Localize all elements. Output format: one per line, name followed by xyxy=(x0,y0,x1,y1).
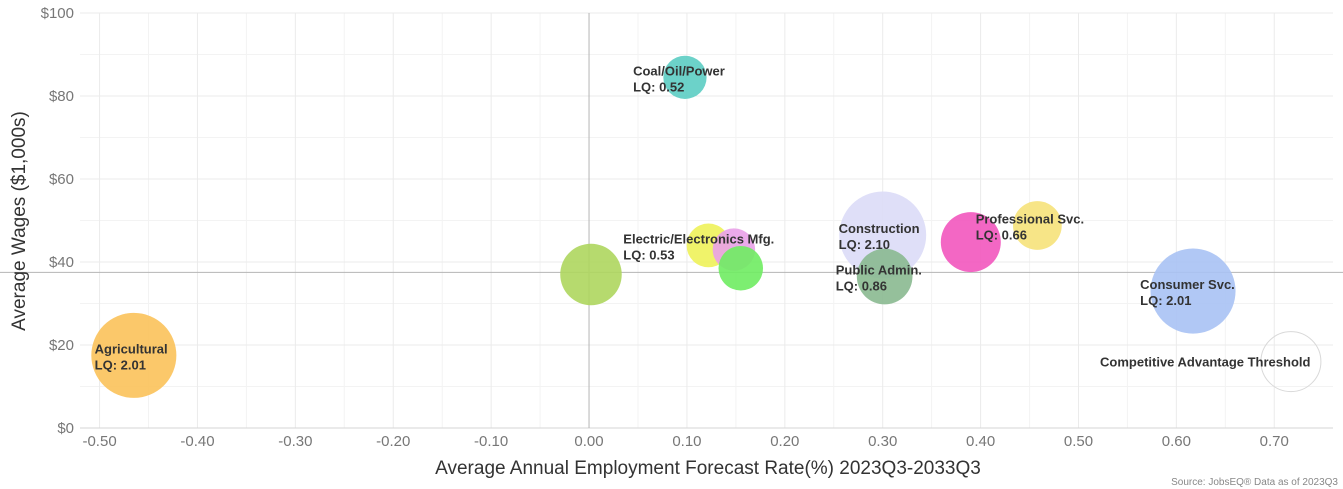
bubble-label: Competitive Advantage Threshold xyxy=(1100,355,1310,370)
x-tick-label: -0.20 xyxy=(376,433,410,450)
bubble-5[interactable] xyxy=(718,245,764,291)
y-tick-label: $100 xyxy=(41,5,74,22)
x-tick-label: 0.60 xyxy=(1162,433,1191,450)
bubble-lq-label: LQ: 0.52 xyxy=(633,79,684,94)
bubble-lq-label: LQ: 0.53 xyxy=(623,247,674,262)
bubble-label: Electric/Electronics Mfg. xyxy=(623,231,774,246)
x-tick-label: 0.20 xyxy=(770,433,799,450)
bubble-6[interactable] xyxy=(839,191,927,279)
x-tick-label: -0.30 xyxy=(278,433,312,450)
tick-labels: -0.50 -0.40 -0.30 -0.20 -0.10 0.00 0.10 0.20 0.3… xyxy=(41,5,1289,450)
reference-lines xyxy=(0,13,1343,428)
bubble-lq-label: LQ: 2.01 xyxy=(1140,293,1191,308)
bubble-7[interactable] xyxy=(856,248,913,305)
bubble-lq-label: LQ: 2.10 xyxy=(839,237,890,252)
bubbles xyxy=(91,55,1322,398)
y-tick-label: $0 xyxy=(57,420,74,437)
bubble-2[interactable] xyxy=(663,55,707,99)
bubble-label: Professional Svc. xyxy=(976,211,1084,226)
bubble-11[interactable] xyxy=(1260,331,1322,393)
bubble-lq-label: LQ: 0.86 xyxy=(836,279,887,294)
x-tick-label: -0.50 xyxy=(82,433,116,450)
bubble-8[interactable] xyxy=(940,212,1001,273)
x-tick-label: 0.30 xyxy=(868,433,897,450)
y-axis-title: Average Wages ($1,000s) xyxy=(9,111,30,331)
source-note: Source: JobsEQ® Data as of 2023Q3 xyxy=(1171,477,1338,488)
bubble-9[interactable] xyxy=(1012,201,1062,250)
x-tick-label: 0.40 xyxy=(966,433,995,450)
bubble-lq-label: LQ: 0.66 xyxy=(976,227,1027,242)
bubble-1[interactable] xyxy=(560,243,622,306)
bubble-0[interactable] xyxy=(91,312,177,398)
y-tick-label: $20 xyxy=(49,337,74,354)
x-tick-label: -0.40 xyxy=(180,433,214,450)
bubble-label: Public Admin. xyxy=(836,263,922,278)
x-tick-label: 0.70 xyxy=(1260,433,1289,450)
bubble-lq-label: LQ: 2.01 xyxy=(95,357,146,372)
y-tick-label: $40 xyxy=(49,254,74,271)
bubble-10[interactable] xyxy=(1150,248,1236,334)
bubble-label: Consumer Svc. xyxy=(1140,277,1235,292)
x-tick-label: 0.10 xyxy=(672,433,701,450)
x-tick-label: 0.50 xyxy=(1064,433,1093,450)
bubble-label: Coal/Oil/Power xyxy=(633,63,725,78)
y-tick-label: $80 xyxy=(49,88,74,105)
bubble-label: Agricultural xyxy=(95,341,168,356)
bubble-label: Construction xyxy=(839,221,920,236)
y-tick-label: $60 xyxy=(49,171,74,188)
x-tick-label: 0.00 xyxy=(574,433,603,450)
x-axis-title: Average Annual Employment Forecast Rate(… xyxy=(435,458,981,479)
x-tick-label: -0.10 xyxy=(474,433,508,450)
